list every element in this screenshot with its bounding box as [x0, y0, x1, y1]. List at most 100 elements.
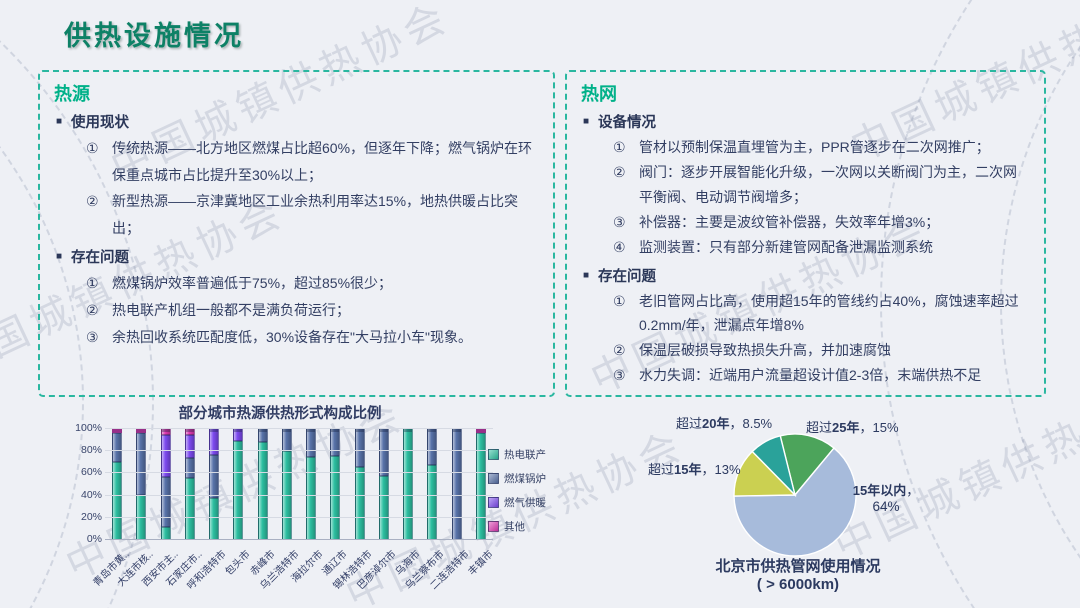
gridline [105, 516, 493, 518]
bar-chart: 部分城市热源供热形式构成比例 0% 20% 40% 60% 80% 100% 青岛市黄..… [68, 402, 556, 608]
bar-chart-title: 部分城市热源供热形式构成比例 [178, 406, 382, 422]
section-heading: 存在问题 [598, 268, 657, 285]
y-tick-label: 20% [80, 510, 102, 523]
bar-segment [136, 433, 147, 495]
bar-segment [209, 454, 220, 498]
bar [306, 429, 317, 540]
item-text: 老旧管网占比高，使用超15年的管线约占40%，腐蚀速率超过0.2mm/年，泄漏点… [639, 292, 1019, 334]
label-value: 64% [872, 499, 900, 514]
pie-subtitle: ( > 6000km) [756, 576, 840, 593]
bar [427, 429, 438, 540]
item-number: ① [86, 140, 99, 156]
list-item: ② 阀门：逐步开展智能化升级，一次网以关断阀门为主，二次网平衡阀、电动调节阀增多… [613, 160, 1030, 210]
bar-segment [160, 429, 171, 435]
list-item: ③ 水力失调：近端用户流量超设计值2-3倍，末端供热不足 [613, 363, 1030, 388]
square-bullet-icon: ■ [583, 269, 590, 281]
item-number: ① [86, 275, 99, 292]
legend-item: 燃煤锅炉 [488, 471, 546, 486]
list-item: ③ 补偿器：主要是波纹管补偿器，失效率年增3%； [613, 210, 1030, 235]
bar [136, 429, 147, 540]
legend-label: 燃气供暖 [504, 497, 546, 509]
legend-label: 其他 [504, 521, 525, 533]
item-text: 传统热源——北方地区燃煤占比超60%，但逐年下降；燃气锅炉在环保重点城市占比提升… [112, 140, 533, 183]
pie-label-within15: 15年以内， 64% [846, 480, 926, 514]
legend-item: 其他 [488, 519, 546, 534]
bar-segment [354, 429, 365, 467]
bar-segment [209, 429, 220, 455]
label-text: ， [906, 483, 920, 498]
pie-chart [733, 433, 857, 557]
bar-segment [403, 429, 414, 540]
bar-segment [354, 466, 365, 540]
bar-segment [427, 464, 438, 540]
item-number: ② [613, 342, 626, 359]
bar-segment [233, 429, 244, 442]
item-number: ③ [613, 367, 626, 384]
bar-segment [112, 433, 123, 463]
bar-segment [257, 429, 268, 443]
legend-item: 燃气供暖 [488, 495, 546, 510]
item-text: 补偿器：主要是波纹管补偿器，失效率年增3%； [639, 213, 940, 230]
square-bullet-icon: ■ [583, 116, 590, 127]
y-tick-label: 40% [80, 488, 102, 501]
bar-segment [112, 429, 123, 434]
bar-segment [184, 457, 195, 478]
y-tick-label: 80% [80, 444, 102, 457]
bar [378, 429, 389, 540]
panel-heat-source-title: 热源 [54, 84, 90, 104]
item-text: 余热回收系统匹配度低，30%设备存在"大马拉小车"现象。 [112, 328, 472, 345]
bar [209, 429, 220, 540]
list-item: ① 老旧管网占比高，使用超15年的管线约占40%，腐蚀速率超过0.2mm/年，泄… [613, 289, 1030, 339]
legend-swatch [488, 521, 499, 532]
bar-segment [160, 526, 171, 540]
legend-swatch [488, 449, 499, 460]
y-tick-label: 0% [86, 533, 102, 545]
pie-slice [733, 447, 857, 557]
bar-segment [427, 429, 438, 465]
bar [281, 429, 292, 540]
bar [354, 429, 365, 540]
legend-swatch [488, 473, 499, 484]
bar-segment [281, 429, 292, 452]
bar-segment [475, 429, 486, 433]
gridline [105, 428, 493, 429]
bar-segment [184, 434, 195, 458]
section-head-usage-status: ■ 使用现状 [56, 111, 539, 132]
bar-legend: 热电联产 燃煤锅炉 燃气供暖 其他 [488, 447, 546, 543]
label-strong: 25年 [832, 420, 860, 435]
bar-segment [257, 442, 268, 540]
item-number: ② [613, 163, 626, 180]
bar-segment [209, 497, 220, 540]
pie-slice [751, 434, 797, 498]
pie-slice [779, 433, 835, 497]
label-text: ，13% [701, 462, 741, 477]
pie-caption: 北京市供热管网使用情况 ( > 6000km) [668, 555, 928, 593]
gridline [105, 472, 493, 474]
bar [330, 429, 341, 540]
section-head-equipment: ■ 设备情况 [583, 111, 1030, 132]
square-bullet-icon: ■ [56, 116, 63, 127]
list-item: ① 燃煤锅炉效率普遍低于75%，超过85%很少； [86, 270, 539, 297]
bar-segment [330, 455, 341, 540]
bar [233, 429, 244, 540]
item-text: 监测装置：只有部分新建管网配备泄漏监测系统 [639, 238, 933, 255]
bar-segment [475, 433, 486, 540]
bar-plot [105, 428, 493, 540]
item-text: 燃煤锅炉效率普遍低于75%，超过85%很少； [112, 275, 393, 292]
bar-segment [112, 462, 123, 540]
item-number: ② [86, 301, 99, 318]
bar-segment [451, 429, 462, 540]
bar-segment [306, 429, 317, 457]
gridline [105, 494, 493, 496]
bar-segment [184, 429, 195, 435]
bar [160, 429, 171, 540]
item-text: 管材以预制保温直埋管为主，PPR管逐步在二次网推广； [639, 139, 990, 155]
bar [257, 429, 268, 540]
panel-heat-source: 热源 ■ 使用现状 ① 传统热源——北方地区燃煤占比超60%，但逐年下降；燃气锅… [38, 70, 555, 397]
section-head-problems: ■ 存在问题 [56, 246, 539, 267]
x-tick-label: 丰镇市 [466, 548, 496, 578]
section-heading: 设备情况 [598, 115, 657, 131]
bar [451, 429, 462, 540]
section-heading: 使用现状 [71, 115, 130, 131]
bar [112, 429, 123, 540]
